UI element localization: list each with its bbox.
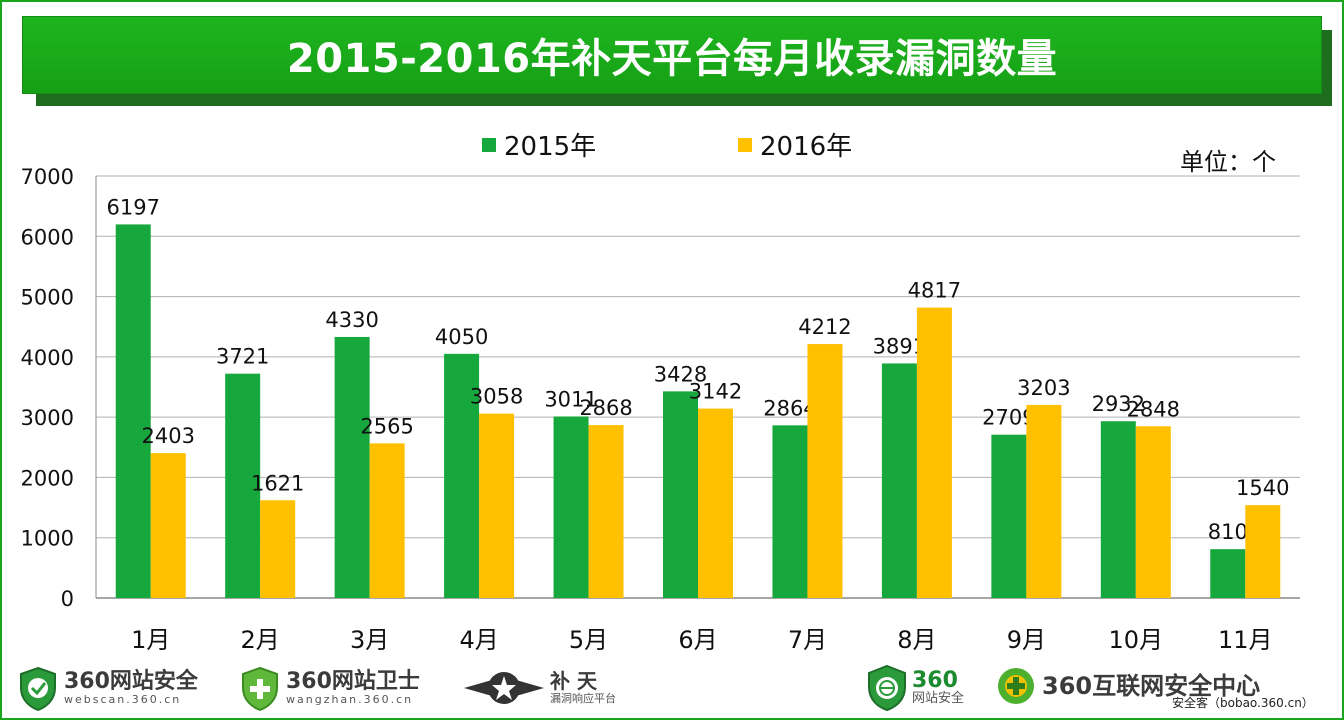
- x-tick-label: 1月: [131, 626, 170, 654]
- x-tick-label: 7月: [788, 626, 827, 654]
- data-label-2016: 1540: [1236, 476, 1289, 500]
- legend-label-2015: 2015年: [504, 132, 597, 162]
- data-label-2016: 2403: [142, 424, 195, 448]
- bar-2016: [150, 453, 186, 598]
- logo-4-name: 360: [912, 668, 958, 693]
- data-label-2016: 3142: [689, 380, 742, 404]
- bar-2016: [1135, 426, 1171, 598]
- y-tick-label: 1000: [21, 527, 74, 551]
- footer-logos: 360网站安全 webscan.360.cn 360网站卫士 wangzhan.…: [0, 660, 1344, 718]
- logo-5-name: 360互联网安全中心: [1042, 672, 1261, 700]
- data-label-2015: 2932: [1092, 392, 1145, 416]
- logo-3-name: 补 天: [550, 669, 597, 693]
- security-center-icon: [998, 668, 1034, 704]
- data-label-2016: 4212: [798, 315, 851, 339]
- legend-item-2016: 2016年: [738, 126, 852, 163]
- chart-legend: 2015年 2016年: [0, 126, 1344, 163]
- logo-butian: 补 天 漏洞响应平台: [462, 664, 616, 712]
- bar-2016: [1245, 505, 1281, 598]
- bar-2015: [334, 336, 370, 598]
- x-tick-label: 3月: [350, 626, 389, 654]
- logo-360-wangzhan: 360网站卫士 wangzhan.360.cn: [240, 666, 420, 712]
- data-label-2015: 3011: [544, 387, 597, 411]
- legend-swatch-2016: [738, 137, 752, 152]
- x-tick-label: 8月: [897, 626, 936, 654]
- data-label-2015: 4330: [325, 308, 378, 332]
- data-label-2016: 3058: [470, 385, 523, 409]
- x-tick-label: 2月: [241, 626, 280, 654]
- data-label-2015: 6197: [107, 195, 160, 219]
- data-label-2015: 810: [1208, 520, 1248, 544]
- data-label-2016: 2565: [360, 414, 413, 438]
- data-label-2016: 2848: [1127, 397, 1180, 421]
- data-label-2015: 3721: [216, 345, 269, 369]
- logo-2-name: 360网站卫士: [286, 669, 420, 694]
- logo-3-sub: 漏洞响应平台: [550, 692, 616, 705]
- unit-label: 单位：个: [1180, 148, 1276, 176]
- x-tick-label: 4月: [459, 626, 498, 654]
- legend-item-2015: 2015年: [482, 126, 596, 163]
- y-tick-label: 6000: [21, 225, 74, 249]
- bar-2015: [881, 363, 917, 598]
- legend-swatch-2015: [482, 137, 496, 152]
- logo-360-webscan: 360网站安全 webscan.360.cn: [18, 666, 198, 712]
- data-label-2016: 1621: [251, 471, 304, 495]
- data-label-2015: 3428: [654, 362, 707, 386]
- bar-2015: [553, 416, 589, 598]
- data-label-2016: 3203: [1017, 376, 1070, 400]
- shield-globe-icon: [868, 664, 906, 712]
- data-label-2016: 2868: [579, 396, 632, 420]
- x-tick-label: 11月: [1218, 626, 1273, 654]
- bar-2015: [1210, 549, 1246, 598]
- logo-360-security-center: 360互联网安全中心: [996, 666, 1260, 706]
- bar-2016: [369, 443, 405, 598]
- y-tick-label: 3000: [21, 406, 74, 430]
- logo-1-name: 360网站安全: [64, 669, 198, 694]
- shield-check-icon: [20, 666, 56, 712]
- legend-label-2016: 2016年: [760, 132, 853, 162]
- bar-2016: [807, 344, 843, 598]
- logo-1-sub: webscan.360.cn: [64, 693, 182, 706]
- bar-2016: [698, 408, 733, 598]
- bar-2016: [260, 500, 296, 598]
- x-tick-label: 9月: [1007, 626, 1046, 654]
- chart-title: 2015-2016年补天平台每月收录漏洞数量: [286, 36, 1058, 82]
- bar-2016: [916, 307, 952, 598]
- bar-2016: [588, 425, 624, 598]
- y-tick-label: 2000: [21, 466, 74, 490]
- y-tick-label: 4000: [21, 346, 74, 370]
- bar-2016: [1026, 404, 1062, 598]
- y-tick-label: 7000: [21, 165, 74, 189]
- x-tick-label: 5月: [569, 626, 608, 654]
- x-tick-label: 10月: [1109, 626, 1164, 654]
- bar-2015: [225, 373, 261, 598]
- bar-2015: [772, 425, 808, 598]
- bar-2016: [479, 413, 515, 598]
- bar-2015: [444, 353, 480, 598]
- bar-2015: [991, 434, 1027, 598]
- bar-2015: [1100, 421, 1136, 598]
- logo-2-sub: wangzhan.360.cn: [286, 693, 414, 706]
- source-note: 安全客（bobao.360.cn）: [1172, 696, 1314, 710]
- logo-360-site-security: 360 网站安全: [866, 664, 964, 712]
- title-bar: 2015-2016年补天平台每月收录漏洞数量: [22, 16, 1322, 94]
- data-label-2016: 4817: [908, 279, 961, 303]
- bar-2015: [115, 224, 151, 598]
- bar-2015: [663, 391, 698, 598]
- star-wing-icon: [464, 672, 544, 704]
- data-label-2015: 4050: [435, 325, 488, 349]
- y-tick-label: 0: [61, 587, 74, 611]
- y-tick-label: 5000: [21, 286, 74, 310]
- logo-4-sub: 网站安全: [912, 691, 965, 706]
- x-tick-label: 6月: [678, 626, 717, 654]
- shield-plus-icon: [242, 666, 278, 712]
